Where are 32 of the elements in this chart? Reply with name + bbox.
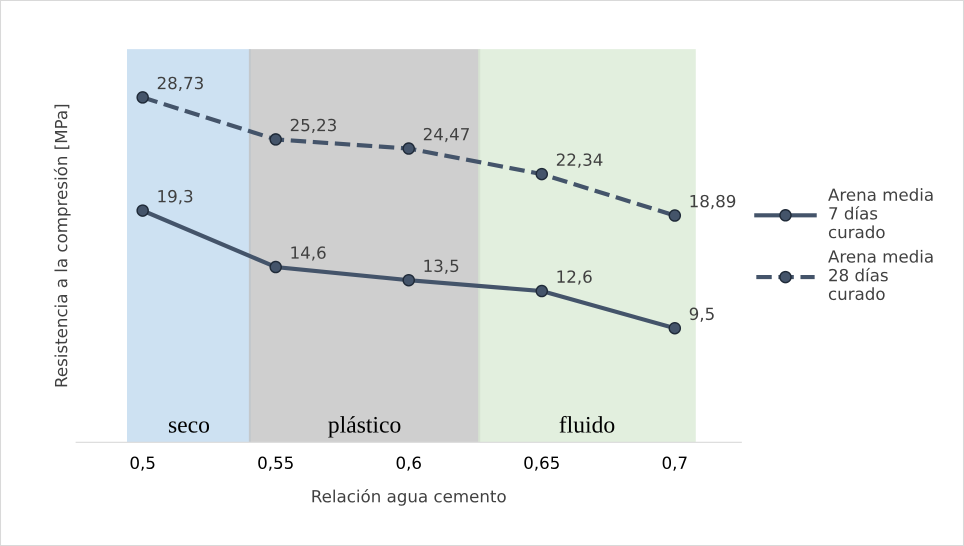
y-axis-title: Resistencia a la compresión [MPa] — [54, 104, 71, 386]
x-tick-label: 0,7 — [662, 456, 687, 471]
data-label: 22,34 — [556, 153, 602, 168]
point — [136, 91, 149, 104]
data-label: 18,89 — [690, 194, 736, 210]
data-label: 14,6 — [291, 246, 326, 261]
point — [536, 168, 548, 180]
point — [668, 209, 682, 222]
point — [402, 274, 415, 286]
data-label: 24,47 — [424, 128, 469, 142]
point — [136, 204, 149, 217]
legend-label: Arena media 28 días curado — [828, 250, 933, 300]
x-axis-title: Relación agua cemento — [312, 488, 506, 506]
data-label: 25,23 — [290, 118, 336, 134]
data-label: 12,6 — [557, 270, 592, 285]
x-tick-label: 0,5 — [130, 456, 154, 471]
x-tick-label: 0,55 — [258, 456, 293, 471]
point — [402, 142, 415, 155]
point — [536, 284, 548, 298]
point — [269, 260, 282, 274]
point — [668, 322, 682, 334]
band-label: plástico — [328, 416, 400, 438]
x-tick-label: 0,6 — [396, 456, 421, 471]
point — [269, 133, 282, 146]
x-tick-label: 0,65 — [524, 456, 559, 471]
data-label: 19,3 — [158, 190, 192, 204]
data-label: 13,5 — [424, 260, 458, 274]
data-label: 9,5 — [690, 308, 714, 322]
data-label: 28,73 — [158, 76, 203, 92]
band-label: fluido — [560, 416, 614, 433]
legend-label: Arena media 7 días curado — [828, 188, 933, 238]
band-label: seco — [168, 421, 210, 433]
